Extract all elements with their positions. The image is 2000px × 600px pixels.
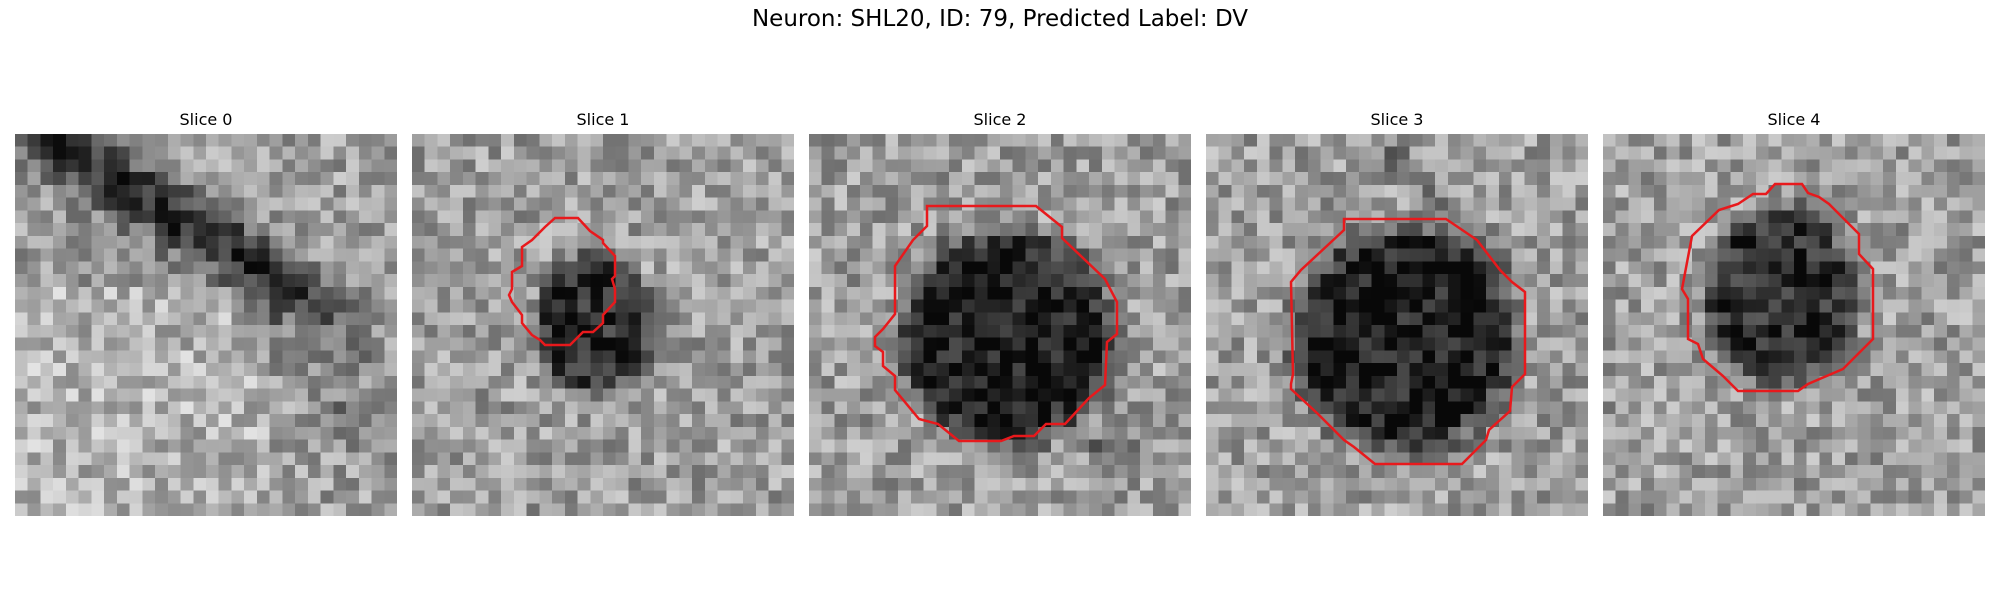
slice-title: Slice 4: [1767, 110, 1821, 129]
grayscale-micrograph: [412, 134, 794, 516]
figure-title: Neuron: SHL20, ID: 79, Predicted Label: …: [751, 6, 1249, 32]
grayscale-micrograph: [1603, 134, 1985, 516]
slice-title: Slice 0: [179, 110, 233, 129]
grayscale-micrograph: [809, 134, 1191, 516]
slice-image: [412, 134, 794, 516]
slice-title: Slice 2: [973, 110, 1027, 129]
slice-panel-0: Slice 0: [15, 110, 397, 516]
segmentation-overlay: [507, 216, 617, 347]
grayscale-micrograph: [15, 134, 397, 516]
slice-image: [15, 134, 397, 516]
segmentation-contour: [873, 204, 1119, 443]
segmentation-contour: [1680, 182, 1875, 393]
segmentation-overlay: [1680, 182, 1875, 393]
slice-panel-1: Slice 1: [412, 110, 794, 516]
slice-image: [809, 134, 1191, 516]
segmentation-contour: [1289, 217, 1527, 466]
slice-image: [1603, 134, 1985, 516]
slice-panel-4: Slice 4: [1603, 110, 1985, 516]
slice-panel-2: Slice 2: [809, 110, 1191, 516]
segmentation-overlay: [1289, 217, 1527, 466]
slice-image: [1206, 134, 1588, 516]
segmentation-overlay: [873, 204, 1119, 443]
slice-title: Slice 1: [576, 110, 630, 129]
segmentation-contour: [507, 216, 617, 347]
slice-panel-3: Slice 3: [1206, 110, 1588, 516]
slice-title: Slice 3: [1370, 110, 1424, 129]
